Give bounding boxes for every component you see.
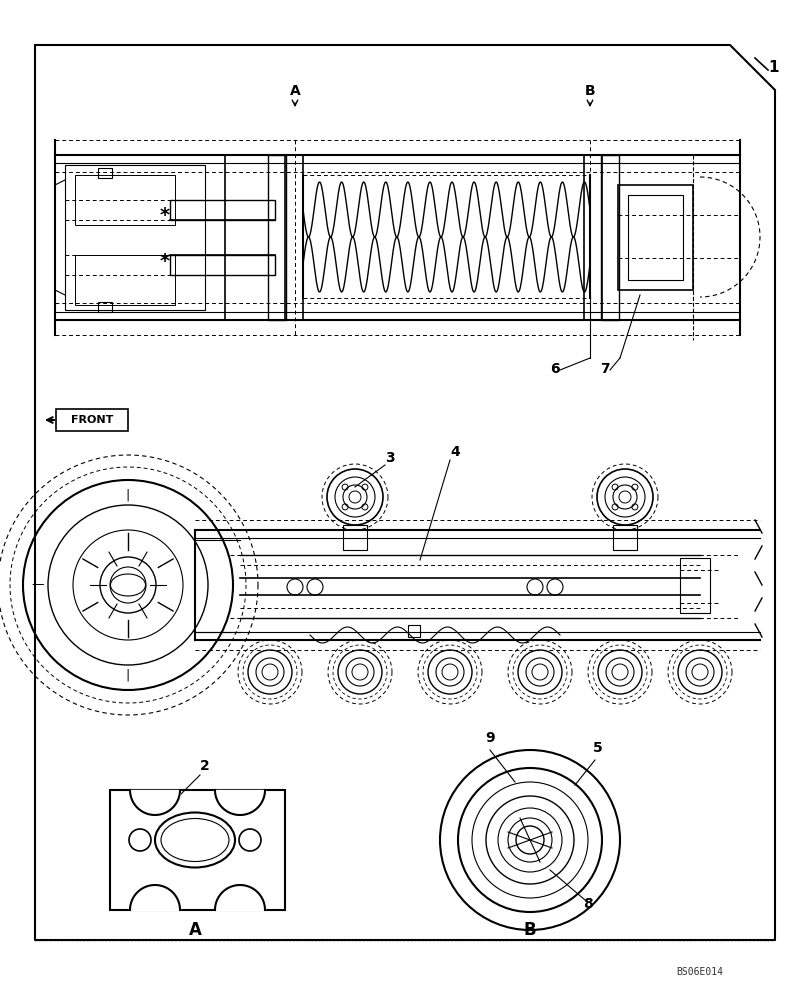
Text: 3: 3 bbox=[384, 451, 394, 465]
Text: 8: 8 bbox=[582, 897, 592, 911]
FancyBboxPatch shape bbox=[56, 409, 128, 431]
Text: *: * bbox=[160, 206, 169, 225]
Text: BS06E014: BS06E014 bbox=[676, 967, 723, 977]
Bar bbox=[583, 155, 601, 320]
Text: —: — bbox=[32, 578, 44, 591]
Text: 9: 9 bbox=[485, 731, 494, 745]
Text: *: * bbox=[160, 252, 169, 271]
Bar bbox=[342, 525, 367, 550]
Bar bbox=[75, 175, 175, 225]
Bar bbox=[55, 155, 225, 320]
Text: A: A bbox=[188, 921, 201, 939]
Bar bbox=[75, 255, 175, 305]
Text: 6: 6 bbox=[550, 362, 559, 376]
Text: 4: 4 bbox=[449, 445, 459, 459]
Text: A: A bbox=[290, 84, 300, 98]
Bar bbox=[285, 155, 303, 320]
Text: |: | bbox=[126, 488, 130, 502]
Text: |: | bbox=[126, 668, 130, 682]
Bar bbox=[109, 790, 285, 910]
Text: 5: 5 bbox=[592, 741, 602, 755]
Bar bbox=[617, 185, 692, 290]
Bar bbox=[679, 558, 709, 613]
Bar bbox=[98, 302, 112, 312]
Bar bbox=[268, 155, 285, 320]
Text: FRONT: FRONT bbox=[71, 415, 113, 425]
Text: 1: 1 bbox=[767, 60, 778, 75]
Bar bbox=[627, 195, 682, 280]
Bar bbox=[65, 165, 204, 310]
Bar bbox=[169, 255, 275, 275]
Bar bbox=[98, 168, 112, 178]
Bar bbox=[612, 525, 636, 550]
Text: B: B bbox=[523, 921, 535, 939]
Bar bbox=[407, 625, 419, 637]
Text: B: B bbox=[584, 84, 594, 98]
Text: 7: 7 bbox=[599, 362, 609, 376]
Bar bbox=[169, 200, 275, 220]
Text: 2: 2 bbox=[200, 759, 209, 773]
Bar bbox=[600, 155, 618, 320]
